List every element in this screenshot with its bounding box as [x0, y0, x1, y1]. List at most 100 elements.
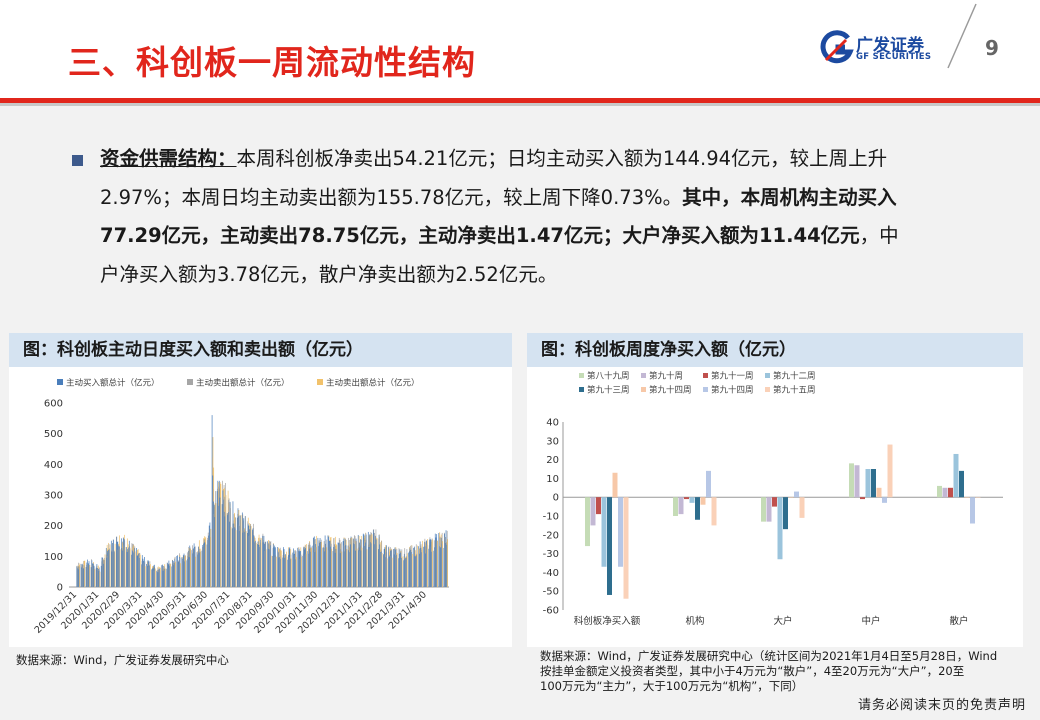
daily-bar — [335, 550, 337, 587]
left-chart-source: 数据来源：Wind，广发证券发展研究中心 — [16, 653, 229, 667]
daily-bar — [119, 546, 121, 587]
daily-bar — [318, 542, 320, 587]
daily-bar — [431, 551, 432, 587]
daily-bar — [144, 556, 145, 587]
weekly-bar — [970, 497, 975, 524]
daily-bar — [434, 547, 435, 587]
daily-bar — [111, 551, 113, 587]
daily-bar — [365, 542, 366, 587]
daily-bar — [371, 532, 372, 587]
daily-bar — [341, 542, 342, 587]
daily-bar — [124, 546, 126, 587]
daily-bar — [204, 546, 206, 587]
daily-bar — [358, 550, 360, 587]
daily-bar — [366, 549, 367, 587]
legend-label-4: 第九十三周 — [587, 385, 630, 396]
daily-bar — [209, 522, 211, 587]
daily-bar — [342, 541, 344, 587]
daily-bar — [195, 556, 197, 587]
legend-swatch-0 — [57, 379, 63, 385]
daily-bar — [424, 541, 425, 587]
daily-bar — [133, 552, 134, 587]
weekly-bar — [849, 463, 854, 498]
daily-bar — [196, 552, 198, 587]
daily-bar — [278, 557, 280, 587]
daily-bar — [299, 551, 301, 587]
daily-bar — [94, 568, 95, 587]
weekly-bar — [788, 497, 794, 498]
legend-label-3: 第九十二周 — [773, 371, 816, 382]
daily-bar — [277, 547, 278, 587]
daily-bar — [270, 545, 271, 587]
daily-bar — [235, 517, 236, 587]
daily-bar — [239, 530, 240, 587]
daily-bar — [257, 544, 258, 587]
daily-bar — [398, 558, 399, 587]
daily-bar — [405, 557, 407, 587]
daily-bar — [161, 565, 163, 587]
daily-bar — [259, 539, 261, 587]
daily-bar — [307, 551, 309, 587]
daily-bar — [296, 557, 297, 587]
daily-bar — [241, 512, 243, 587]
y-tick-label: 20 — [546, 455, 559, 466]
daily-bar — [313, 537, 314, 587]
weekly-bar — [799, 497, 805, 518]
daily-bar — [189, 547, 191, 587]
daily-bar — [361, 539, 362, 587]
daily-bar — [89, 565, 90, 587]
weekly-bar — [942, 487, 948, 498]
weekly-bar — [794, 491, 799, 498]
daily-bar — [383, 549, 385, 587]
right-chart-panel: 第八十九周 第九十周 第九十一周 第九十二周 第九十三周 第九十四周 第九十四周 第九十五周 4… — [527, 367, 1023, 647]
daily-bar — [92, 563, 94, 587]
daily-bar — [410, 549, 412, 587]
daily-bar — [179, 557, 181, 587]
daily-bar — [337, 542, 339, 587]
daily-bar — [87, 563, 89, 587]
daily-bar — [420, 548, 422, 587]
daily-bar — [431, 538, 433, 587]
daily-bar — [169, 565, 170, 587]
daily-bar — [148, 561, 150, 587]
daily-bar — [343, 538, 345, 587]
daily-bar — [159, 570, 161, 587]
daily-bar — [157, 572, 159, 587]
daily-bar — [260, 547, 262, 587]
daily-bar — [222, 490, 224, 587]
daily-bar — [114, 552, 115, 587]
daily-bar — [438, 532, 440, 587]
daily-bar — [285, 555, 287, 587]
daily-bar — [207, 540, 209, 587]
weekly-bar — [860, 497, 865, 500]
y-tick-label: -50 — [543, 587, 559, 598]
daily-bar — [363, 534, 365, 587]
company-logo: 广发证券 GF SECURITIES — [818, 28, 958, 72]
daily-bar — [211, 415, 213, 587]
daily-bar — [78, 566, 80, 587]
daily-bar — [440, 547, 442, 587]
daily-bar — [172, 560, 174, 587]
daily-bar — [90, 567, 92, 587]
daily-bar — [348, 550, 350, 587]
daily-bar — [316, 535, 317, 587]
daily-bar — [412, 553, 413, 587]
daily-bar — [152, 568, 154, 587]
daily-bar — [443, 547, 445, 587]
daily-bar — [234, 528, 236, 587]
daily-bar — [357, 534, 359, 587]
daily-bar — [421, 552, 422, 587]
summary-paragraph: 资金供需结构：本周科创板净卖出54.21亿元；日均主动买入额为144.94亿元，… — [100, 140, 970, 294]
daily-bar — [265, 549, 267, 587]
y-tick-label: 300 — [44, 491, 63, 502]
daily-bar — [154, 564, 155, 587]
daily-bar — [167, 564, 169, 587]
daily-bar — [433, 550, 435, 587]
daily-bar — [85, 567, 87, 587]
daily-bar — [291, 558, 292, 587]
y-tick-label: -60 — [543, 606, 559, 617]
daily-bar — [386, 552, 388, 587]
daily-bar — [321, 542, 323, 587]
daily-bar — [372, 529, 374, 587]
daily-bar — [175, 561, 176, 587]
